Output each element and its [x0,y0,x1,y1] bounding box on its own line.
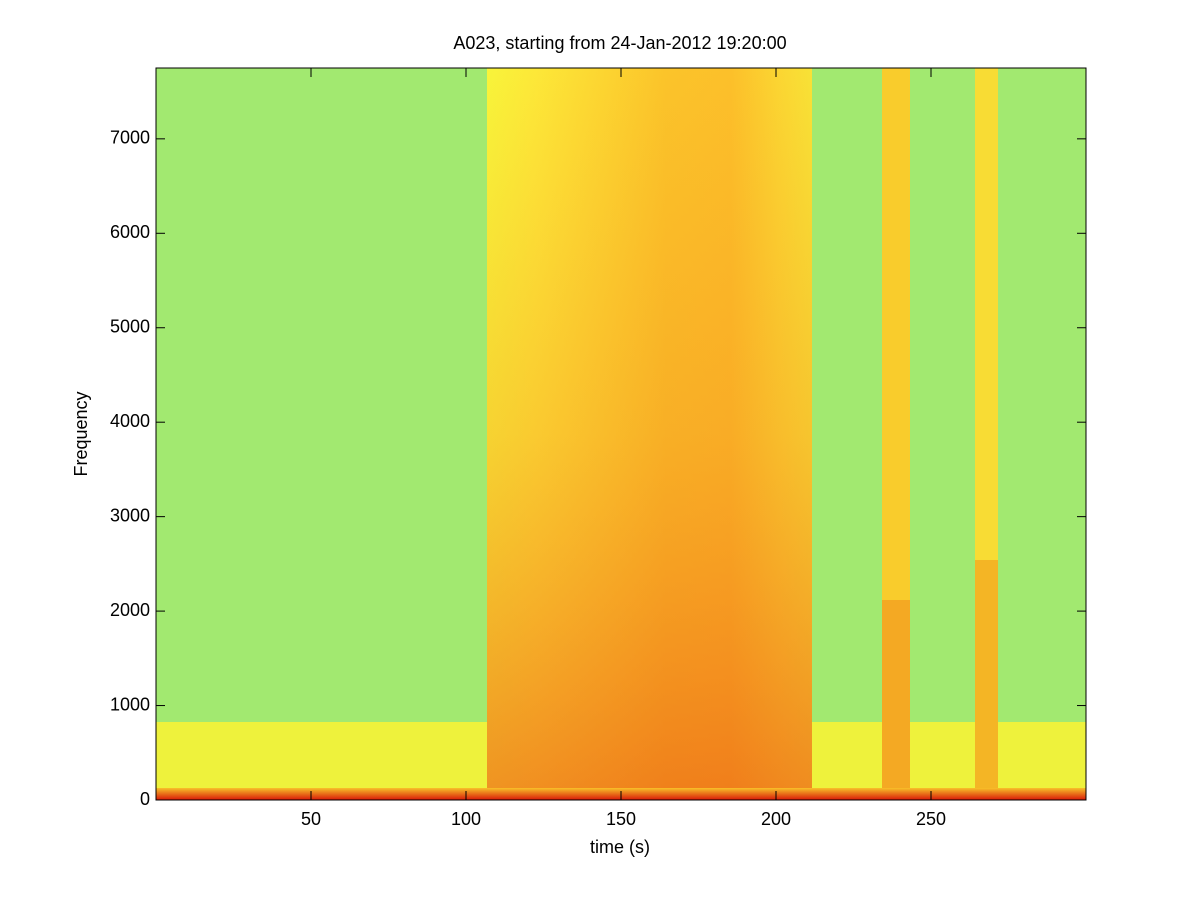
y-tick-label: 5000 [110,316,150,336]
x-axis-label: time (s) [590,837,650,857]
y-tick-label: 7000 [110,128,150,148]
spectrogram-image [156,68,1086,800]
y-tick-label: 3000 [110,505,150,525]
x-tick-label: 50 [301,809,321,829]
y-tick-label: 1000 [110,694,150,714]
y-tick-label: 0 [140,789,150,809]
y-tick-label: 6000 [110,222,150,242]
chart-title: A023, starting from 24-Jan-2012 19:20:00 [453,33,786,53]
x-tick-label: 150 [606,809,636,829]
y-tick-label: 4000 [110,411,150,431]
x-tick-label: 200 [761,809,791,829]
y-axis-label: Frequency [71,391,91,476]
y-tick-label: 2000 [110,600,150,620]
x-tick-label: 250 [916,809,946,829]
x-tick-label: 100 [451,809,481,829]
